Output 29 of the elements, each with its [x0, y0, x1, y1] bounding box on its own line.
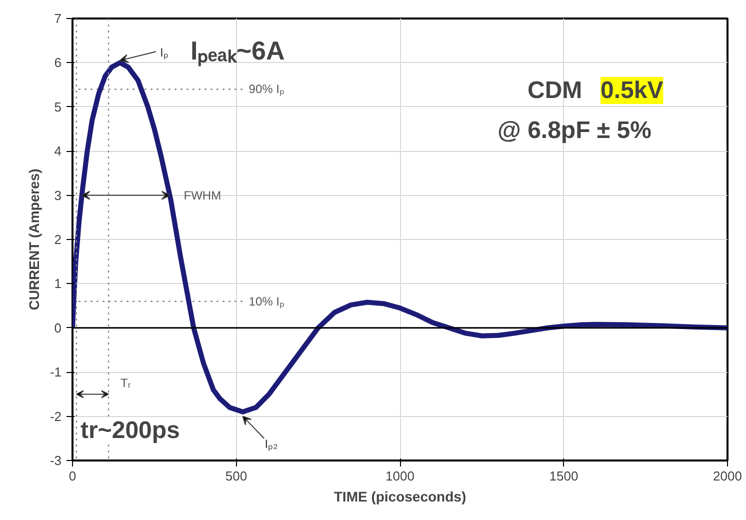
y-axis-title: CURRENT (Amperes): [26, 168, 42, 310]
x-axis-title: TIME (picoseconds): [334, 488, 466, 504]
y-tick-label: 0: [54, 320, 62, 336]
y-tick-label: 6: [54, 55, 62, 70]
y-tick-label: -2: [50, 408, 62, 424]
x-tick-label: 500: [225, 468, 248, 484]
ref-line-label: 90% Iₚ: [248, 82, 284, 96]
ref-line-label: 10% Iₚ: [248, 294, 284, 308]
annotation: Tᵣ: [120, 376, 131, 390]
annotation: Iₚ: [160, 46, 168, 60]
y-tick-label: -1: [50, 364, 62, 380]
x-tick-label: 1500: [549, 468, 578, 484]
y-tick-label: 4: [54, 144, 62, 159]
y-tick-label: 1: [54, 276, 62, 292]
y-tick-label: 5: [54, 99, 62, 114]
x-tick-label: 2000: [713, 468, 742, 484]
annotation: tr~200ps: [80, 417, 180, 444]
annotation: Iₚ₂: [264, 436, 278, 451]
y-tick-label: 7: [54, 11, 62, 26]
annotation: Iₚₑₐₖ~6A: [190, 36, 285, 66]
annotation: 0.5kV: [600, 77, 664, 104]
y-tick-label: 3: [54, 188, 62, 203]
x-tick-label: 1000: [386, 468, 414, 484]
annotation: CDM: [528, 77, 582, 104]
annotation: @ 6.8pF ± 5%: [498, 117, 652, 144]
x-tick-label: 0: [68, 468, 76, 484]
y-tick-label: 2: [54, 232, 62, 247]
annotation: FWHM: [184, 188, 222, 202]
y-tick-label: -3: [50, 453, 62, 468]
